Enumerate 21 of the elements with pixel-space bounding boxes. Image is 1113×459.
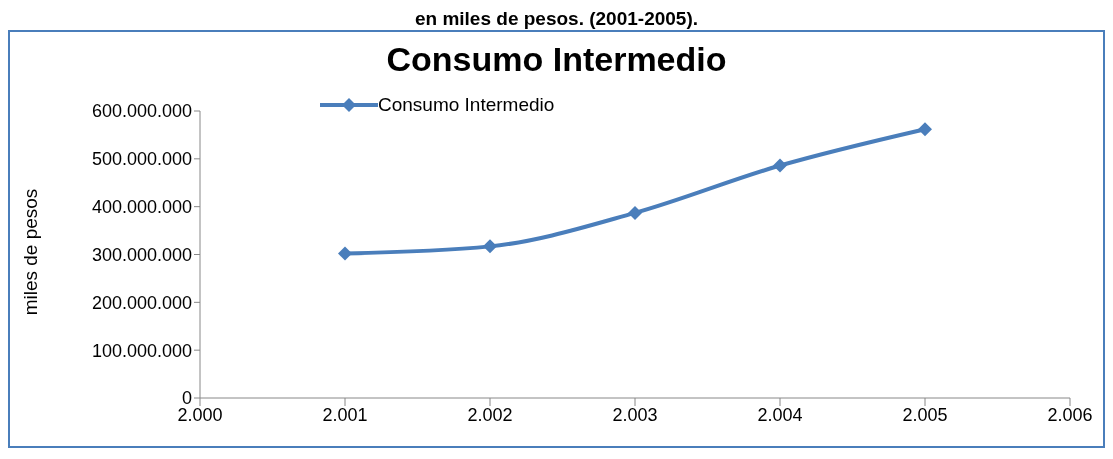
chart-title: Consumo Intermedio — [385, 40, 728, 79]
point — [628, 205, 642, 220]
y-tick-label: 600.000.000 — [91, 101, 192, 122]
x-tick-label: 2.006 — [1047, 404, 1093, 425]
point — [918, 122, 932, 137]
x-tick-label: 2.005 — [902, 404, 948, 425]
point — [773, 158, 787, 173]
point — [338, 246, 352, 261]
y-tick-label: 200.000.000 — [91, 292, 192, 313]
text: en miles de pesos. (2001-2005). — [413, 8, 699, 30]
y-tick-label: 400.000.000 — [91, 197, 192, 218]
x-tick-label: 2.003 — [612, 404, 658, 425]
y-tick-label: 100.000.000 — [91, 340, 192, 361]
y-axis-title: miles de pesos — [20, 188, 42, 316]
legend-label: Consumo Intermedio — [378, 94, 555, 116]
y-tick-label: 500.000.000 — [91, 149, 192, 170]
x-tick-label: 2.001 — [322, 404, 368, 425]
point — [483, 239, 497, 254]
x-tick-label: 2.002 — [467, 404, 513, 425]
x-tick-label: 2.004 — [757, 404, 803, 425]
y-tick-label: 300.000.000 — [91, 244, 192, 265]
